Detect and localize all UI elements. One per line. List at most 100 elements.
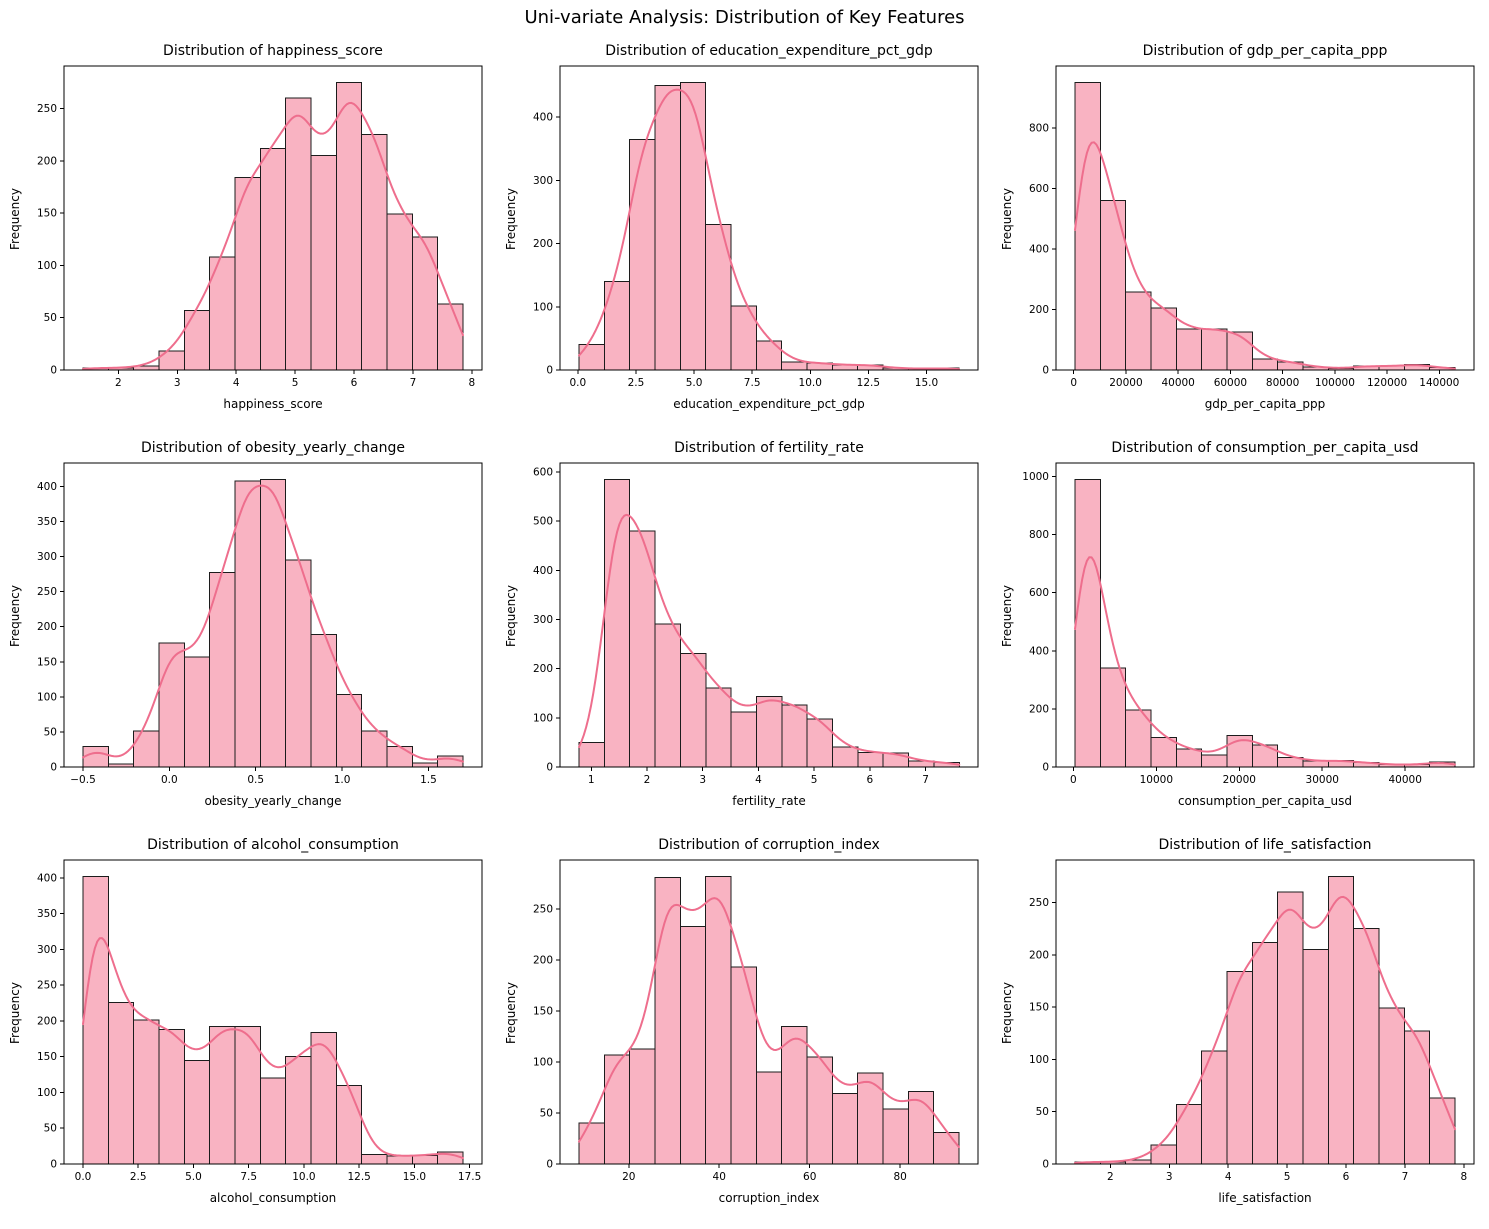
histogram-canvas: −0.5 0.0 0.5 1.0 1.5 0 50 100 150 200 250 300 350 400 (37, 462, 483, 786)
svg-text:10000: 10000 (1140, 774, 1173, 786)
svg-text:2.5: 2.5 (628, 377, 645, 389)
svg-text:5: 5 (1284, 1171, 1291, 1183)
svg-text:0: 0 (50, 762, 57, 774)
y-axis-ticks: 0 50 100 150 200 250 (1029, 897, 1056, 1171)
svg-text:100: 100 (37, 691, 57, 703)
x-axis-ticks: 0.0 2.5 5.0 7.5 10.0 12.5 15.0 (569, 370, 938, 389)
x-axis-label: happiness_score (223, 397, 323, 411)
svg-text:200: 200 (1029, 703, 1049, 715)
svg-text:100: 100 (1029, 1054, 1049, 1066)
svg-text:17.5: 17.5 (458, 1171, 481, 1183)
svg-text:8: 8 (1460, 1171, 1467, 1183)
svg-text:3: 3 (174, 377, 181, 389)
subplot-corruption-index: Distribution of corruption_index Frequen… (496, 828, 992, 1225)
svg-text:500: 500 (533, 516, 553, 528)
svg-text:1.0: 1.0 (334, 774, 351, 786)
kde-curve (578, 88, 960, 371)
x-axis-label: gdp_per_capita_ppp (1204, 397, 1326, 411)
x-axis-ticks: 0.0 2.5 5.0 7.5 10.0 12.5 15.0 17.5 (75, 1164, 481, 1183)
svg-text:600: 600 (533, 467, 553, 479)
histogram-canvas: 0 20000 40000 60000 80000 100000 120000 1400000… (1029, 65, 1475, 389)
svg-text:7.5: 7.5 (240, 1171, 257, 1183)
svg-text:350: 350 (37, 516, 57, 528)
x-axis-ticks: 2 3 4 5 6 7 8 (1107, 1164, 1467, 1183)
svg-text:150: 150 (37, 208, 57, 220)
svg-text:800: 800 (1029, 529, 1049, 541)
svg-text:30000: 30000 (1306, 774, 1339, 786)
x-axis-ticks: −0.5 0.0 0.5 1.0 1.5 (70, 767, 437, 786)
svg-text:5: 5 (292, 377, 299, 389)
svg-text:250: 250 (37, 586, 57, 598)
subplot-title: Distribution of happiness_score (163, 43, 383, 59)
svg-text:100: 100 (533, 301, 553, 313)
kde-curve (578, 897, 960, 1149)
svg-text:0: 0 (1042, 1159, 1049, 1171)
axes-frame (559, 65, 979, 371)
svg-text:150: 150 (37, 656, 57, 668)
svg-text:400: 400 (37, 872, 57, 884)
svg-text:0: 0 (1070, 774, 1077, 786)
svg-text:100: 100 (533, 1057, 553, 1069)
svg-text:200: 200 (533, 955, 553, 967)
svg-text:80: 80 (894, 1171, 907, 1183)
y-axis-ticks: 0 100 200 300 400 500 600 (533, 467, 560, 774)
axes-frame (63, 65, 483, 371)
svg-text:200: 200 (37, 1015, 57, 1027)
svg-text:50: 50 (44, 312, 57, 324)
svg-text:200: 200 (37, 155, 57, 167)
axes-frame (559, 859, 979, 1165)
subplot-title: Distribution of gdp_per_capita_ppp (1142, 43, 1388, 59)
svg-text:200: 200 (533, 238, 553, 250)
svg-text:6: 6 (1343, 1171, 1350, 1183)
x-axis-label: education_expenditure_pct_gdp (673, 397, 865, 411)
svg-text:60: 60 (803, 1171, 816, 1183)
subplot-title: Distribution of consumption_per_capita_u… (1111, 440, 1419, 456)
svg-text:2: 2 (644, 774, 651, 786)
svg-text:2: 2 (1107, 1171, 1114, 1183)
svg-text:6: 6 (867, 774, 874, 786)
y-axis-ticks: 0 50 100 150 200 250 (533, 904, 560, 1171)
svg-text:250: 250 (533, 904, 553, 916)
x-axis-label: consumption_per_capita_usd (1177, 794, 1353, 808)
subplot-alcohol-consumption: Distribution of alcohol_consumption Freq… (0, 828, 496, 1225)
svg-text:250: 250 (37, 980, 57, 992)
svg-text:600: 600 (1029, 587, 1049, 599)
subplot-title: Distribution of fertility_rate (674, 440, 864, 456)
svg-text:60000: 60000 (1214, 377, 1247, 389)
axes-frame (1055, 65, 1475, 371)
subplot-title: Distribution of alcohol_consumption (147, 837, 399, 853)
kde-curve (82, 484, 465, 763)
svg-text:600: 600 (1029, 183, 1049, 195)
figure-suptitle: Uni-variate Analysis: Distribution of Ke… (524, 7, 965, 28)
svg-text:6: 6 (351, 377, 358, 389)
y-axis-ticks: 0 50 100 150 200 250 (37, 103, 64, 377)
svg-text:250: 250 (37, 103, 57, 115)
subplot-title: Distribution of life_satisfaction (1158, 837, 1372, 853)
kde-curve (82, 937, 465, 1160)
svg-text:0.0: 0.0 (569, 377, 586, 389)
svg-text:400: 400 (37, 481, 57, 493)
x-axis-label: obesity_yearly_change (204, 794, 342, 808)
kde-curve (82, 101, 464, 370)
svg-text:40: 40 (713, 1171, 726, 1183)
svg-text:300: 300 (37, 944, 57, 956)
svg-text:0: 0 (50, 1159, 57, 1171)
subplot-consumption-per-capita: Distribution of consumption_per_capita_u… (992, 431, 1488, 828)
subplot-grid: Distribution of happiness_score Frequenc… (0, 34, 1488, 1225)
histogram-bars (82, 81, 464, 371)
svg-text:0: 0 (1042, 762, 1049, 774)
svg-text:80000: 80000 (1266, 377, 1299, 389)
svg-text:400: 400 (1029, 645, 1049, 657)
svg-text:150: 150 (1029, 1002, 1049, 1014)
svg-text:50: 50 (44, 1123, 57, 1135)
kde-curve (578, 513, 961, 766)
svg-text:4: 4 (233, 377, 240, 389)
svg-text:5.0: 5.0 (686, 377, 703, 389)
svg-text:0.0: 0.0 (75, 1171, 92, 1183)
svg-text:1.5: 1.5 (420, 774, 437, 786)
svg-text:40000: 40000 (1389, 774, 1422, 786)
svg-text:150: 150 (533, 1006, 553, 1018)
svg-text:4: 4 (755, 774, 762, 786)
histogram-canvas: 0.0 2.5 5.0 7.5 10.0 12.5 15.0 17.5 0 50 100 150 200… (37, 859, 483, 1183)
axes-frame (63, 859, 483, 1165)
